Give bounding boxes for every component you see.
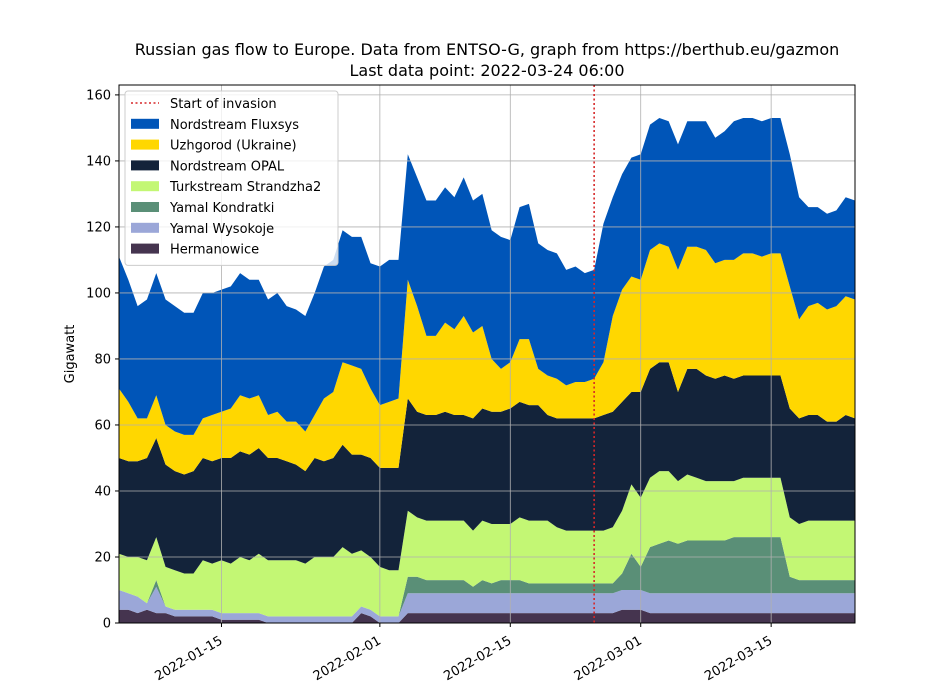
y-tick-label: 0 — [103, 617, 111, 632]
x-tick-label: 2022-02-01 — [311, 633, 384, 684]
x-tick-label: 2022-01-15 — [153, 633, 226, 684]
area-nordstream-opal — [119, 362, 855, 574]
legend-label-turkstream-strandzha2: Turkstream Strandzha2 — [169, 180, 321, 195]
legend-box — [124, 90, 339, 266]
x-tick-label: 2022-02-15 — [441, 633, 514, 684]
area-yamal-wysokoje — [119, 586, 855, 623]
legend-label-hermanowice: Hermanowice — [170, 243, 259, 258]
x-axis-ticks: 2022-01-15 2022-02-01 2022-02-15 2022-03-01… — [153, 623, 775, 684]
legend-swatch-hermanowice — [131, 243, 159, 254]
y-tick-label: 160 — [86, 88, 111, 103]
y-tick-label: 120 — [86, 220, 111, 235]
y-tick-label: 20 — [94, 550, 111, 565]
legend-label-start-of-invasion: Start of invasion — [170, 97, 277, 112]
y-tick-label: 80 — [94, 352, 111, 367]
legend-swatch-nordstream-opal — [131, 160, 159, 171]
legend: Start of invasion Nordstream Fluxsys Uzhgo… — [124, 90, 339, 266]
legend-swatch-yamal-wysokoje — [131, 222, 159, 233]
legend-label-nordstream-fluxsys: Nordstream Fluxsys — [170, 118, 299, 133]
legend-label-uzhgorod-ukraine: Uzhgorod (Ukraine) — [170, 139, 297, 154]
y-axis-ticks: 0 20 40 60 80 100 120 140 160 — [86, 88, 119, 632]
area-turkstream-strandzha2 — [119, 471, 855, 617]
legend-swatch-yamal-kondratki — [131, 202, 159, 212]
plot-frame — [118, 84, 856, 624]
legend-label-nordstream-opal: Nordstream OPAL — [170, 159, 285, 174]
legend-label-yamal-wysokoje: Yamal Wysokoje — [169, 222, 274, 237]
legend-label-yamal-kondratki: Yamal Kondratki — [169, 201, 274, 216]
y-tick-label: 40 — [94, 484, 111, 499]
legend-swatch-nordstream-fluxsys — [131, 118, 159, 129]
y-tick-label: 140 — [86, 154, 111, 169]
y-tick-label: 100 — [86, 286, 111, 301]
legend-swatch-uzhgorod-ukraine — [131, 139, 159, 150]
y-axis-label: Gigawatt — [63, 325, 78, 384]
chart-subtitle: Last data point: 2022-03-24 06:00 — [350, 61, 625, 80]
area-nordstream-fluxsys — [119, 118, 855, 435]
x-tick-label: 2022-03-01 — [572, 633, 645, 684]
legend-swatch-turkstream-strandzha2 — [131, 181, 159, 192]
y-tick-label: 60 — [94, 418, 111, 433]
chart-title: Russian gas flow to Europe. Data from EN… — [135, 40, 840, 59]
x-tick-label: 2022-03-15 — [702, 633, 775, 684]
